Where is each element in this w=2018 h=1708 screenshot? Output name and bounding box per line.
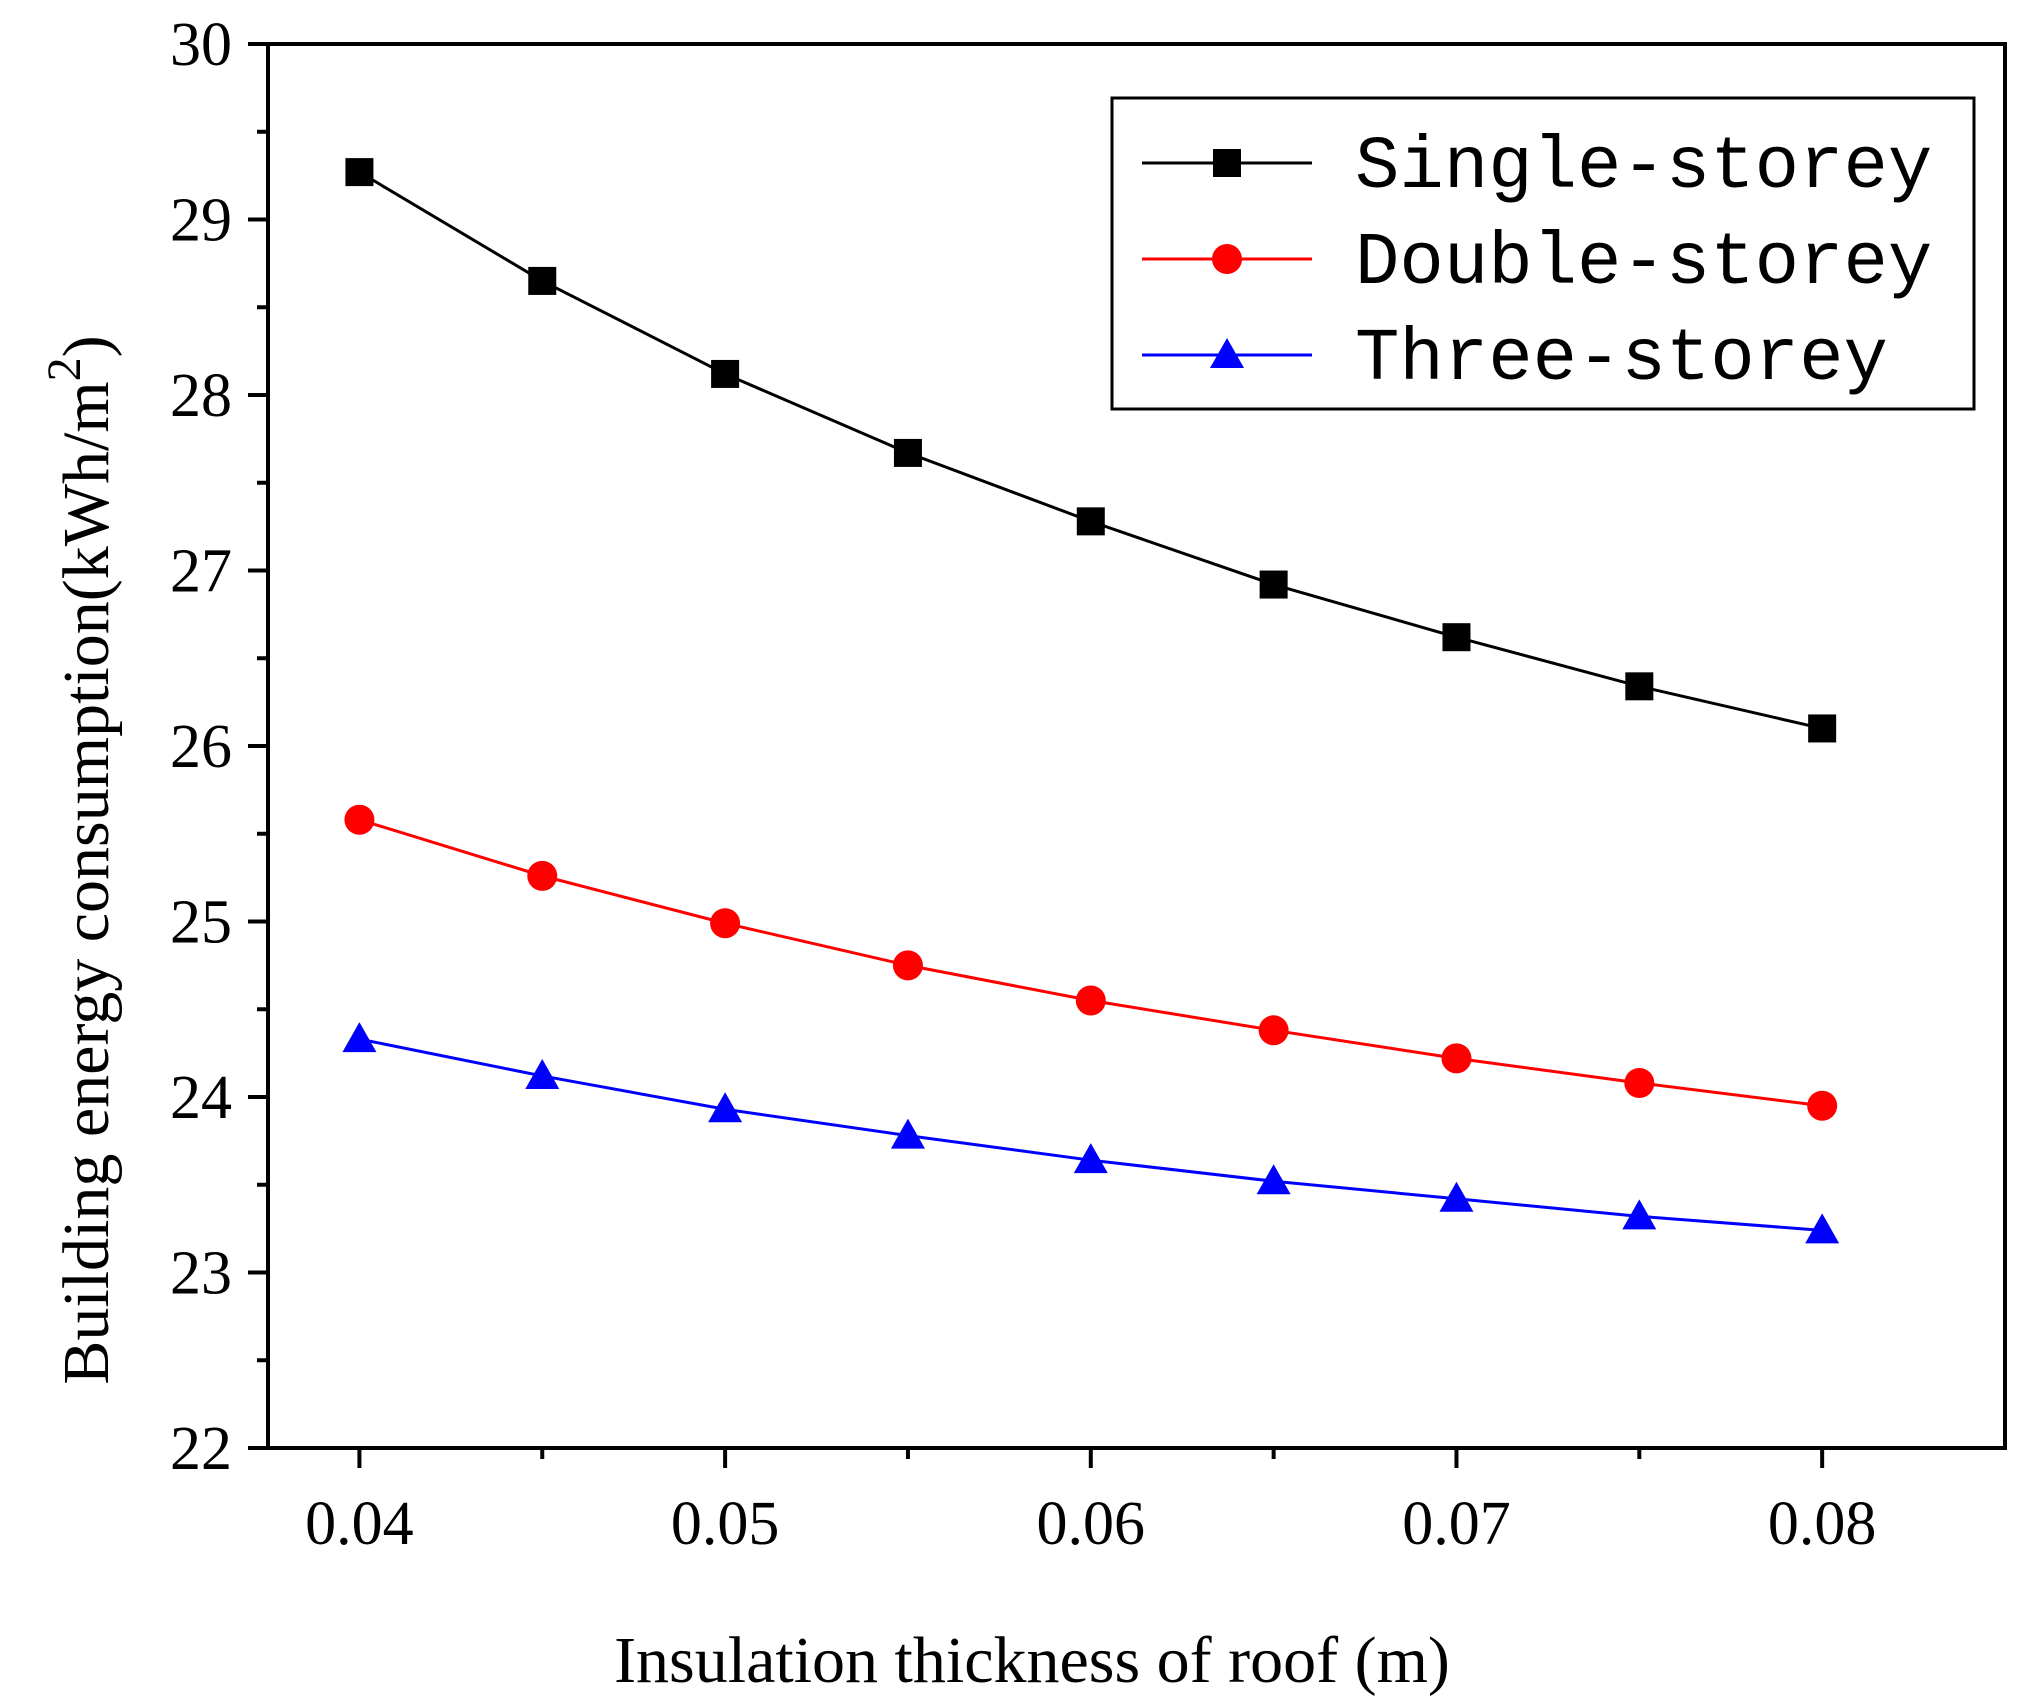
data-point-double-storey xyxy=(344,804,375,835)
legend-item-three-storey: Three-storey xyxy=(1142,318,1888,402)
data-point-single-storey xyxy=(345,158,374,187)
data-point-single-storey xyxy=(1625,672,1654,701)
legend-label: Three-storey xyxy=(1355,318,1888,402)
y-tick-label: 30 xyxy=(170,11,232,79)
data-point-single-storey xyxy=(528,266,557,295)
axes: 22 23 24 25 26 27 28 29 30 0.04 0.05 0.06 0.07 0.08 xyxy=(170,11,2007,1558)
y-tick-label: 23 xyxy=(170,1240,232,1308)
y-tick-label: 29 xyxy=(170,187,232,255)
series-three-storey xyxy=(342,1022,1840,1244)
x-tick-label: 0.04 xyxy=(305,1490,414,1558)
y-tick-label: 25 xyxy=(170,889,232,957)
legend-swatch-marker xyxy=(1210,338,1244,368)
legend-box xyxy=(1110,96,1976,411)
data-point-double-storey xyxy=(1807,1090,1838,1121)
legend-item-double-storey: Double-storey xyxy=(1142,222,1932,306)
series-double-storey xyxy=(344,804,1838,1121)
legend-item-single-storey: Single-storey xyxy=(1142,126,1932,210)
data-point-three-storey xyxy=(1439,1181,1474,1212)
legend-swatch-marker xyxy=(1212,244,1242,274)
data-point-single-storey xyxy=(1808,714,1837,743)
data-point-three-storey xyxy=(342,1022,377,1053)
x-axis-title: Insulation thickness of roof (m) xyxy=(614,1624,1450,1697)
x-tick-label: 0.07 xyxy=(1402,1490,1511,1558)
series-line-double-storey xyxy=(358,818,1823,1108)
y-axis-title-superscript: 2 xyxy=(38,357,91,381)
y-tick-label: 26 xyxy=(170,713,232,781)
y-tick-label: 22 xyxy=(170,1415,232,1483)
data-point-single-storey xyxy=(1076,507,1105,536)
data-point-three-storey xyxy=(890,1118,925,1149)
data-point-three-storey xyxy=(1805,1213,1840,1244)
data-point-double-storey xyxy=(1075,985,1106,1016)
data-point-three-storey xyxy=(708,1092,743,1123)
data-point-three-storey xyxy=(1622,1199,1657,1230)
series-line-three-storey xyxy=(359,1037,1823,1232)
data-point-double-storey xyxy=(527,860,558,891)
data-point-double-storey xyxy=(892,950,923,981)
y-axis-title-main: Building energy consumption(kWh/m xyxy=(50,381,123,1384)
data-point-single-storey xyxy=(711,359,740,388)
legend: Single-storey Double-storey Three-storey xyxy=(1110,96,1976,411)
data-point-double-storey xyxy=(1624,1067,1655,1098)
x-tick-label: 0.06 xyxy=(1037,1490,1146,1558)
legend-swatch-marker xyxy=(1213,149,1241,177)
y-tick-label: 24 xyxy=(170,1064,232,1132)
data-point-single-storey xyxy=(1442,623,1471,652)
x-tick-label: 0.08 xyxy=(1768,1490,1877,1558)
y-tick-label: 28 xyxy=(170,362,232,430)
series-layer xyxy=(342,158,1840,1244)
x-tick-label: 0.05 xyxy=(671,1490,780,1558)
data-point-single-storey xyxy=(1259,570,1288,599)
data-point-double-storey xyxy=(710,908,741,939)
data-point-double-storey xyxy=(1441,1043,1472,1074)
data-point-single-storey xyxy=(893,438,922,467)
data-point-three-storey xyxy=(1073,1143,1108,1174)
legend-label: Double-storey xyxy=(1355,222,1932,306)
y-axis-title: Building energy consumption(kWh/m2) xyxy=(38,335,123,1384)
y-tick-label: 27 xyxy=(170,538,232,606)
series-single-storey xyxy=(345,158,1837,743)
data-point-double-storey xyxy=(1258,1015,1289,1046)
axis-titles: Insulation thickness of roof (m) Buildin… xyxy=(38,335,1450,1697)
y-axis-title-suffix: ) xyxy=(50,335,123,357)
legend-label: Single-storey xyxy=(1355,126,1932,210)
data-point-three-storey xyxy=(1256,1164,1291,1195)
data-point-three-storey xyxy=(525,1058,560,1089)
